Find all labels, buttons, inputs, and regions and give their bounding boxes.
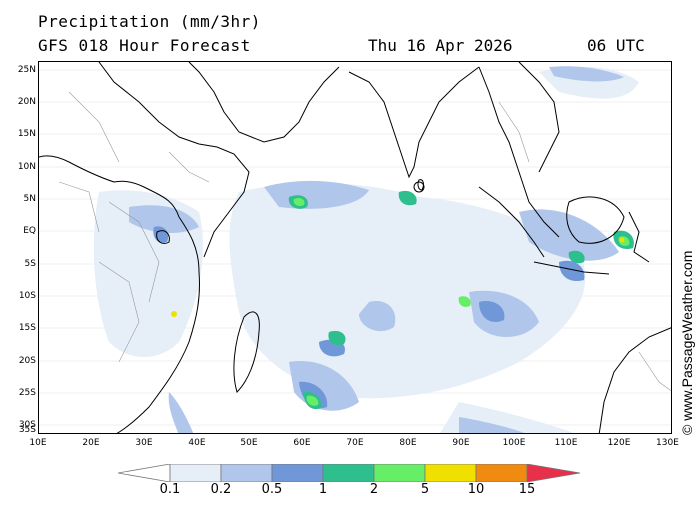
legend-swatch: [322, 464, 375, 482]
legend-label: 5: [420, 482, 430, 497]
lon-label: 130E: [655, 438, 679, 448]
legend-label: 15: [518, 482, 536, 497]
legend-arrow-high: [526, 464, 581, 482]
forecast-time: 06 UTC: [587, 36, 645, 55]
legend-label: 0.5: [261, 482, 283, 497]
lat-label: EQ: [23, 226, 36, 236]
lat-label: 15N: [17, 129, 36, 139]
lat-label: 25S: [18, 388, 36, 398]
legend-arrow-low: [118, 464, 171, 482]
lat-label: 10S: [18, 291, 36, 301]
chart-title: Precipitation (mm/3hr): [38, 12, 261, 31]
lon-label: 90E: [452, 438, 470, 448]
lon-label: 120E: [607, 438, 631, 448]
lon-label: 30E: [135, 438, 153, 448]
lat-label: 20S: [18, 356, 36, 366]
legend-swatch: [475, 464, 528, 482]
legend-label: 0.2: [210, 482, 232, 497]
coastlines: [39, 62, 671, 433]
watermark: © www.PassageWeather.com: [679, 251, 695, 435]
legend-colorbar: [118, 464, 581, 482]
lon-label: 60E: [293, 438, 311, 448]
watermark-text: © www.PassageWeather.com: [679, 251, 695, 435]
precip-yellow: [171, 237, 625, 317]
lat-label: 30S: [18, 420, 36, 430]
lon-label: 80E: [399, 438, 417, 448]
lon-label: 100E: [502, 438, 526, 448]
lon-label: 40E: [188, 438, 206, 448]
lat-label: 5N: [23, 194, 36, 204]
precipitation-map: [38, 61, 672, 434]
lon-label: 50E: [240, 438, 258, 448]
lat-label: 10N: [17, 162, 36, 172]
country-borders: [58, 91, 671, 391]
lon-label: 20E: [82, 438, 100, 448]
legend-swatch: [424, 464, 477, 482]
map-canvas: [39, 62, 671, 433]
legend-label: 2: [369, 482, 379, 497]
legend-label: 1: [318, 482, 328, 497]
lon-label: 10E: [29, 438, 47, 448]
legend-swatch: [169, 464, 222, 482]
lon-label: 70E: [346, 438, 364, 448]
lat-label: 25N: [17, 65, 36, 75]
lat-label: 5S: [24, 259, 36, 269]
legend-label: 0.1: [159, 482, 181, 497]
forecast-subtitle: GFS 018 Hour Forecast: [38, 36, 251, 55]
lat-label: 15S: [18, 323, 36, 333]
legend-swatch: [271, 464, 324, 482]
forecast-date: Thu 16 Apr 2026: [368, 36, 513, 55]
lon-label: 110E: [554, 438, 578, 448]
legend-label: 10: [467, 482, 485, 497]
lat-label: 35S: [18, 425, 36, 435]
lat-label: 20N: [17, 97, 36, 107]
legend-swatch: [220, 464, 273, 482]
legend-swatch: [373, 464, 426, 482]
